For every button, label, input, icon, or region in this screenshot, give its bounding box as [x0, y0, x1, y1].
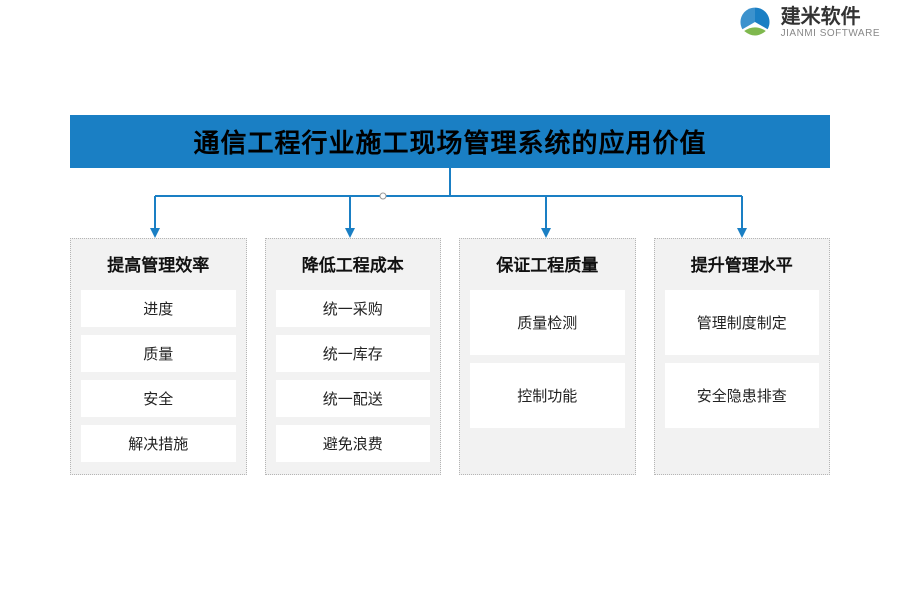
- list-item: 统一配送: [276, 380, 431, 417]
- list-item: 统一库存: [276, 335, 431, 372]
- hierarchy-diagram: 通信工程行业施工现场管理系统的应用价值 提高管理效率 进度 质: [70, 115, 830, 475]
- list-item: 统一采购: [276, 290, 431, 327]
- brand-logo: 建米软件 JIANMI SOFTWARE: [737, 4, 880, 40]
- list-item: 安全隐患排查: [665, 363, 820, 428]
- logo-name-en: JIANMI SOFTWARE: [781, 28, 880, 39]
- columns-container: 提高管理效率 进度 质量 安全 解决措施 降低工程成本 统一采购 统一库存 统一…: [70, 238, 830, 475]
- column-header: 降低工程成本: [276, 247, 431, 282]
- list-item: 质量: [81, 335, 236, 372]
- list-item: 控制功能: [470, 363, 625, 428]
- column-management: 提升管理水平 管理制度制定 安全隐患排查: [654, 238, 831, 475]
- column-efficiency: 提高管理效率 进度 质量 安全 解决措施: [70, 238, 247, 475]
- list-item: 安全: [81, 380, 236, 417]
- diagram-title: 通信工程行业施工现场管理系统的应用价值: [70, 115, 830, 168]
- list-item: 解决措施: [81, 425, 236, 462]
- list-item: 避免浪费: [276, 425, 431, 462]
- column-header: 提升管理水平: [665, 247, 820, 282]
- column-cost: 降低工程成本 统一采购 统一库存 统一配送 避免浪费: [265, 238, 442, 475]
- column-header: 保证工程质量: [470, 247, 625, 282]
- list-item: 质量检测: [470, 290, 625, 355]
- column-quality: 保证工程质量 质量检测 控制功能: [459, 238, 636, 475]
- list-item: 管理制度制定: [665, 290, 820, 355]
- logo-name-cn: 建米软件: [781, 6, 880, 28]
- connector-lines: [70, 168, 830, 238]
- logo-text: 建米软件 JIANMI SOFTWARE: [781, 6, 880, 39]
- column-header: 提高管理效率: [81, 247, 236, 282]
- logo-icon: [737, 4, 773, 40]
- list-item: 进度: [81, 290, 236, 327]
